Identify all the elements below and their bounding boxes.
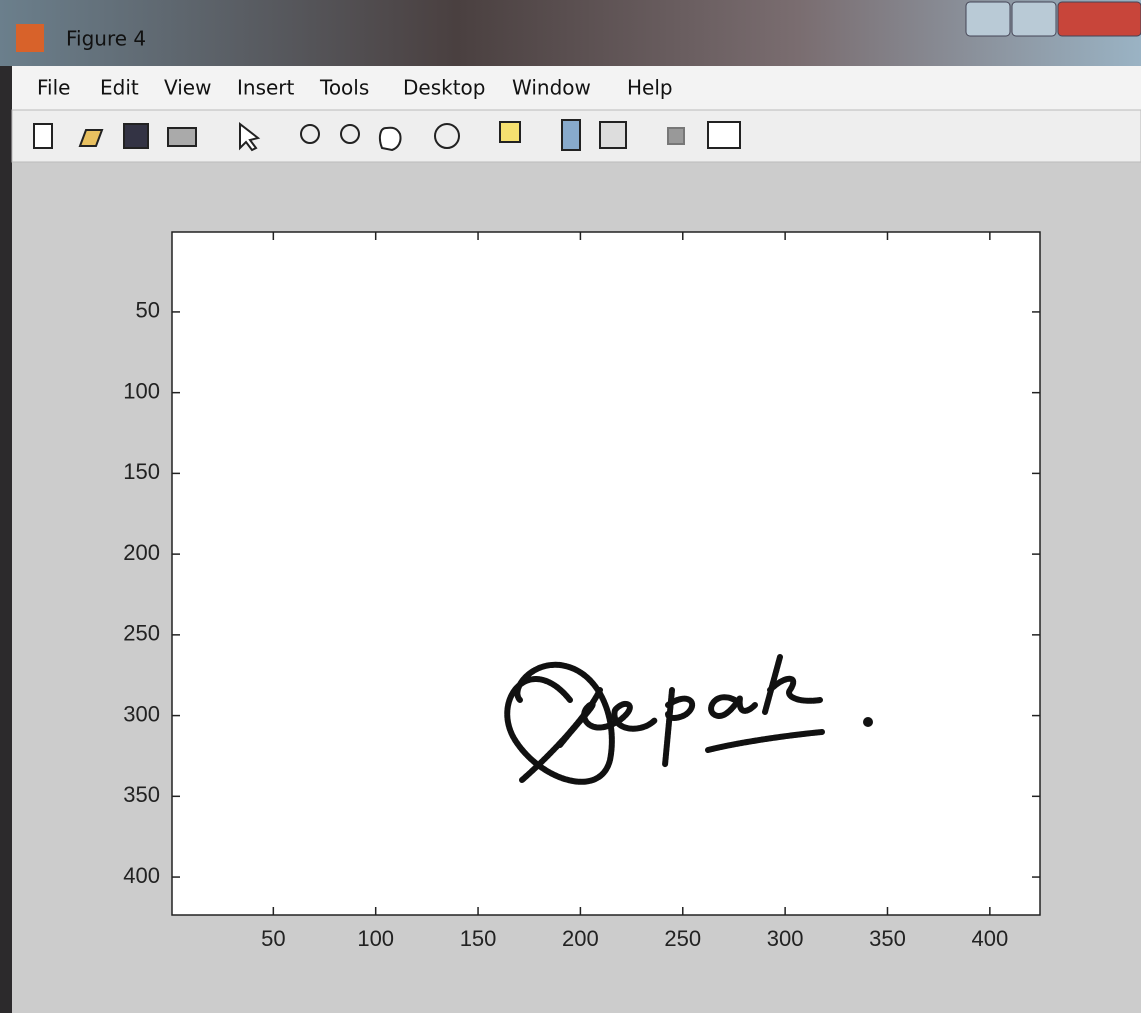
y-tick-label: 250 xyxy=(123,621,160,646)
x-tick-label: 350 xyxy=(869,926,906,951)
hide-tools-icon[interactable] xyxy=(667,127,685,145)
x-tick-label: 100 xyxy=(357,926,394,951)
legend-icon[interactable] xyxy=(599,121,627,149)
y-tick-label: 350 xyxy=(123,782,160,807)
y-tick-label: 150 xyxy=(123,459,160,484)
title-bar xyxy=(0,0,1141,66)
zoom-in-icon[interactable] xyxy=(300,124,320,144)
menu-item[interactable]: View xyxy=(164,76,211,100)
minimize-button[interactable] xyxy=(965,1,1011,37)
pan-icon[interactable] xyxy=(378,126,402,152)
x-tick-label: 50 xyxy=(261,926,285,951)
axes xyxy=(171,231,1041,916)
x-tick-label: 250 xyxy=(664,926,701,951)
signature-a xyxy=(708,694,758,719)
new-icon[interactable] xyxy=(33,123,53,149)
zoom-out-icon[interactable] xyxy=(340,124,360,144)
y-tick-label: 300 xyxy=(123,701,160,726)
print-icon[interactable] xyxy=(167,127,197,147)
signature-p xyxy=(662,687,696,768)
x-tick-label: 300 xyxy=(767,926,804,951)
close-button[interactable] xyxy=(1057,1,1141,37)
maximize-button[interactable] xyxy=(1011,1,1057,37)
x-tick-label: 150 xyxy=(460,926,497,951)
window-title: Figure 4 xyxy=(66,27,146,51)
rotate-icon[interactable] xyxy=(434,123,460,149)
y-tick-label: 50 xyxy=(136,298,160,323)
x-tick-label: 200 xyxy=(562,926,599,951)
save-icon[interactable] xyxy=(123,123,149,149)
datacursor-icon[interactable] xyxy=(499,121,521,143)
menu-bar xyxy=(12,66,1141,110)
menu-item[interactable]: File xyxy=(37,76,70,100)
x-tick-label: 400 xyxy=(971,926,1008,951)
open-icon[interactable] xyxy=(78,129,104,147)
show-tools-icon[interactable] xyxy=(707,121,741,149)
app-icon xyxy=(16,24,44,52)
y-tick-label: 200 xyxy=(123,540,160,565)
pointer-icon[interactable] xyxy=(239,121,261,152)
menu-item[interactable]: Desktop xyxy=(403,76,485,100)
signature-image xyxy=(504,654,873,785)
signature-k xyxy=(762,654,823,715)
colorbar-icon[interactable] xyxy=(561,119,581,151)
toolbar-icons xyxy=(33,119,741,152)
y-tick-label: 100 xyxy=(123,378,160,403)
signature-dot xyxy=(863,717,873,727)
signature-underline xyxy=(705,729,825,753)
menu-item[interactable]: Tools xyxy=(319,76,369,100)
menu-item[interactable]: Window xyxy=(512,76,591,100)
menu-item[interactable]: Insert xyxy=(237,76,295,100)
signature-ee xyxy=(557,700,658,748)
y-tick-label: 400 xyxy=(123,863,160,888)
menu-item[interactable]: Edit xyxy=(100,76,139,100)
menu-item[interactable]: Help xyxy=(627,76,673,100)
